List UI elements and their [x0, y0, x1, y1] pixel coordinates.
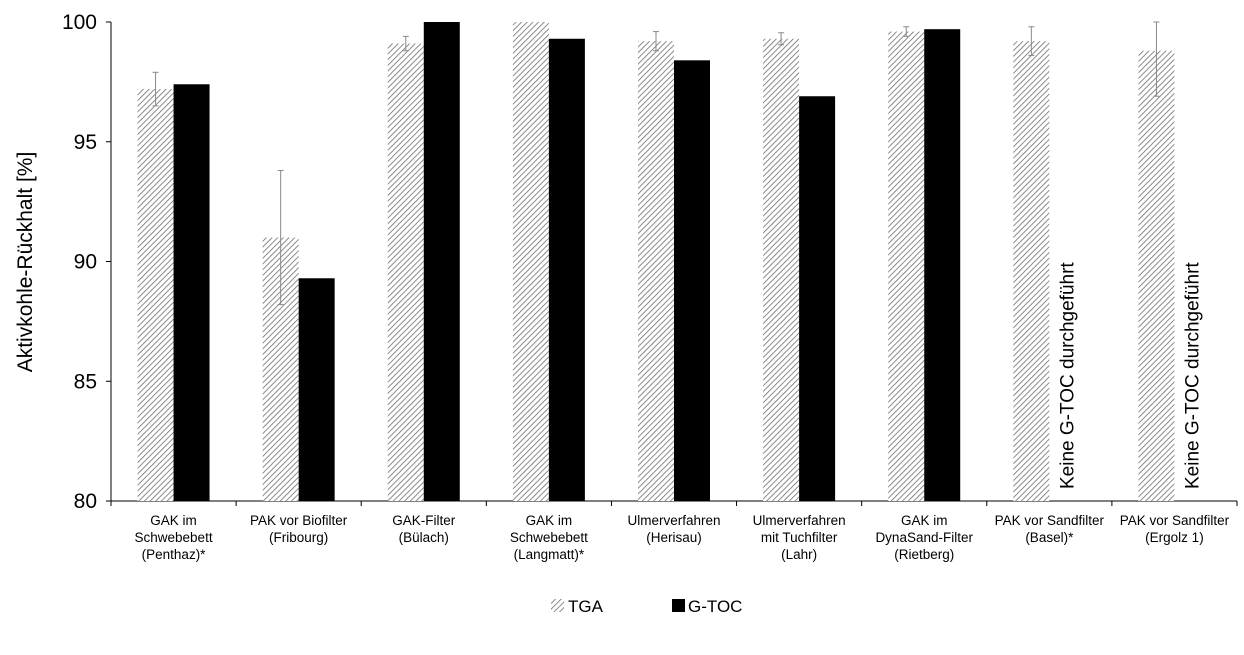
x-tick-label-line: GAK im [526, 513, 573, 528]
bar-g-toc [173, 84, 210, 502]
y-tick-label: 80 [74, 490, 97, 513]
bar-tga [137, 89, 174, 501]
x-tick-label-line: (Basel)* [1025, 530, 1074, 545]
bar-tga [387, 43, 424, 502]
legend-label-g-toc: G-TOC [688, 597, 742, 616]
y-tick-label: 90 [74, 251, 97, 274]
x-tick-label: Ulmerverfahren (Herisau) [627, 513, 720, 545]
x-tick-label: PAK vor Sandfilter (Basel)* [995, 513, 1105, 545]
bar-g-toc [298, 278, 335, 501]
x-tick-label-line: (Penthaz)* [142, 547, 207, 562]
bar-g-toc [423, 22, 460, 501]
x-tick-label-line: (Rietberg) [894, 547, 954, 562]
bar-tga [888, 31, 925, 502]
x-tick-label-line: PAK vor Sandfilter [995, 513, 1105, 528]
bar-g-toc [924, 29, 961, 502]
y-axis-title: Aktivkohle-Rückhalt [%] [14, 152, 37, 373]
legend-label-tga: TGA [568, 597, 604, 616]
x-tick-label-line: Ulmerverfahren [627, 513, 720, 528]
y-tick-label: 95 [74, 131, 97, 154]
y-tick-label: 85 [74, 370, 97, 393]
bar-tga [638, 41, 674, 501]
bar-tga [763, 38, 800, 501]
x-tick-label-line: Schwebebett [510, 530, 588, 545]
bar-tga [1013, 41, 1050, 501]
legend-swatch-g-toc [672, 599, 685, 612]
x-tick-label-line: GAK im [150, 513, 197, 528]
x-tick-label: GAK im Schwebebett (Langmatt)* [510, 513, 588, 562]
x-tick-label-line: PAK vor Biofilter [250, 513, 348, 528]
x-tick-label: GAK im DynaSand-Filter (Rietberg) [875, 513, 973, 562]
annotation-no-g-toc: Keine G-TOC durchgeführt [1057, 262, 1078, 489]
x-tick-label-line: (Ergolz 1) [1145, 530, 1204, 545]
x-tick-label: PAK vor Biofilter (Fribourg) [250, 513, 348, 545]
bar-tga [1138, 50, 1175, 502]
plot-area: 80 85 90 95 100 GAK im Schwebebett (Penthaz)* PA… [62, 11, 1238, 616]
x-tick-label-line: GAK im [901, 513, 948, 528]
x-tick-label-line: (Langmatt)* [514, 547, 585, 562]
x-tick-label: GAK im Schwebebett (Penthaz)* [135, 513, 213, 562]
x-tick-label-line: Ulmerverfahren [753, 513, 846, 528]
bar-g-toc [799, 96, 836, 502]
legend-swatch-tga [551, 599, 564, 612]
x-tick-label-line: PAK vor Sandfilter [1120, 513, 1230, 528]
bar-g-toc [548, 38, 585, 501]
x-tick-label-line: GAK-Filter [392, 513, 456, 528]
annotation-no-g-toc: Keine G-TOC durchgeführt [1182, 262, 1203, 489]
x-tick-label-line: (Herisau) [646, 530, 702, 545]
x-tick-label-line: mit Tuchfilter [761, 530, 838, 545]
x-tick-label-line: DynaSand-Filter [875, 530, 973, 545]
bar-g-toc [674, 60, 710, 501]
x-tick-label-line: (Lahr) [781, 547, 817, 562]
x-tick-label: PAK vor Sandfilter (Ergolz 1) [1120, 513, 1230, 545]
x-tick-label-line: Schwebebett [135, 530, 213, 545]
x-tick-label-line: (Bülach) [399, 530, 449, 545]
x-tick-label-line: (Fribourg) [269, 530, 328, 545]
x-tick-label: Ulmerverfahren mit Tuchfilter (Lahr) [753, 513, 846, 562]
y-tick-label: 100 [62, 11, 97, 34]
bar-tga [512, 22, 549, 501]
x-tick-label: GAK-Filter (Bülach) [392, 513, 456, 545]
